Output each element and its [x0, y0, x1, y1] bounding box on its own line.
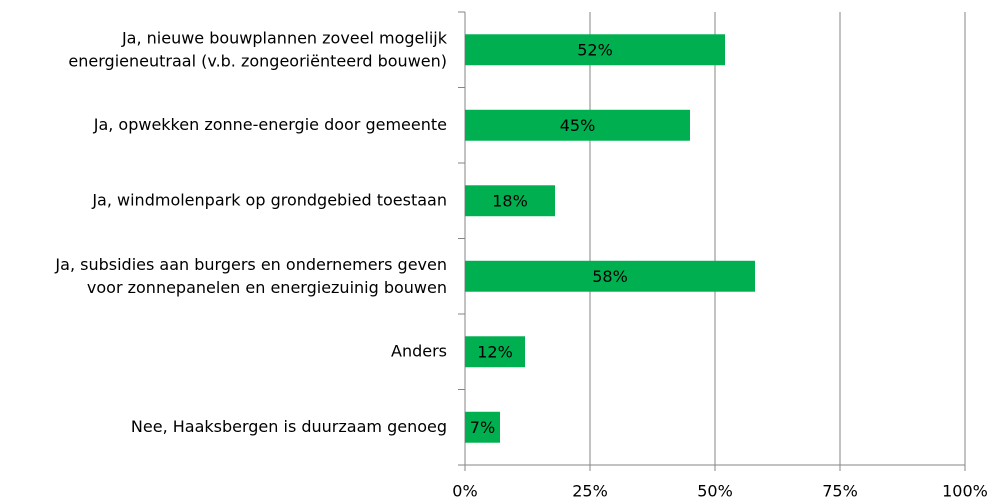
bar: [465, 185, 555, 217]
x-tick-label: 0%: [452, 482, 477, 501]
bar-label: 52%: [577, 40, 613, 59]
bar-label: 58%: [592, 267, 628, 286]
bar: [465, 336, 525, 368]
x-tick-label: 50%: [697, 482, 733, 501]
bar: [465, 109, 690, 141]
category-label: Ja, subsidies aan burgers en ondernemers…: [54, 254, 447, 296]
bar-label: 12%: [477, 342, 513, 361]
category-label: Anders: [391, 341, 447, 360]
x-tick-label: 75%: [822, 482, 858, 501]
bar-label: 45%: [560, 116, 596, 135]
bar: [465, 260, 755, 292]
bar: [465, 411, 500, 443]
x-tick-label: 100%: [942, 482, 988, 501]
bar-label: 18%: [492, 191, 528, 210]
category-label: Ja, opwekken zonne-energie door gemeente: [93, 115, 447, 134]
category-label: Ja, nieuwe bouwplannen zoveel mogelijk en…: [68, 28, 447, 70]
bar: [465, 34, 725, 66]
bar-label: 7%: [470, 418, 495, 437]
x-tick-label: 25%: [572, 482, 608, 501]
category-label: Ja, windmolenpark op grondgebied toestaa…: [91, 190, 447, 209]
category-label: Nee, Haaksbergen is duurzaam genoeg: [131, 417, 447, 436]
